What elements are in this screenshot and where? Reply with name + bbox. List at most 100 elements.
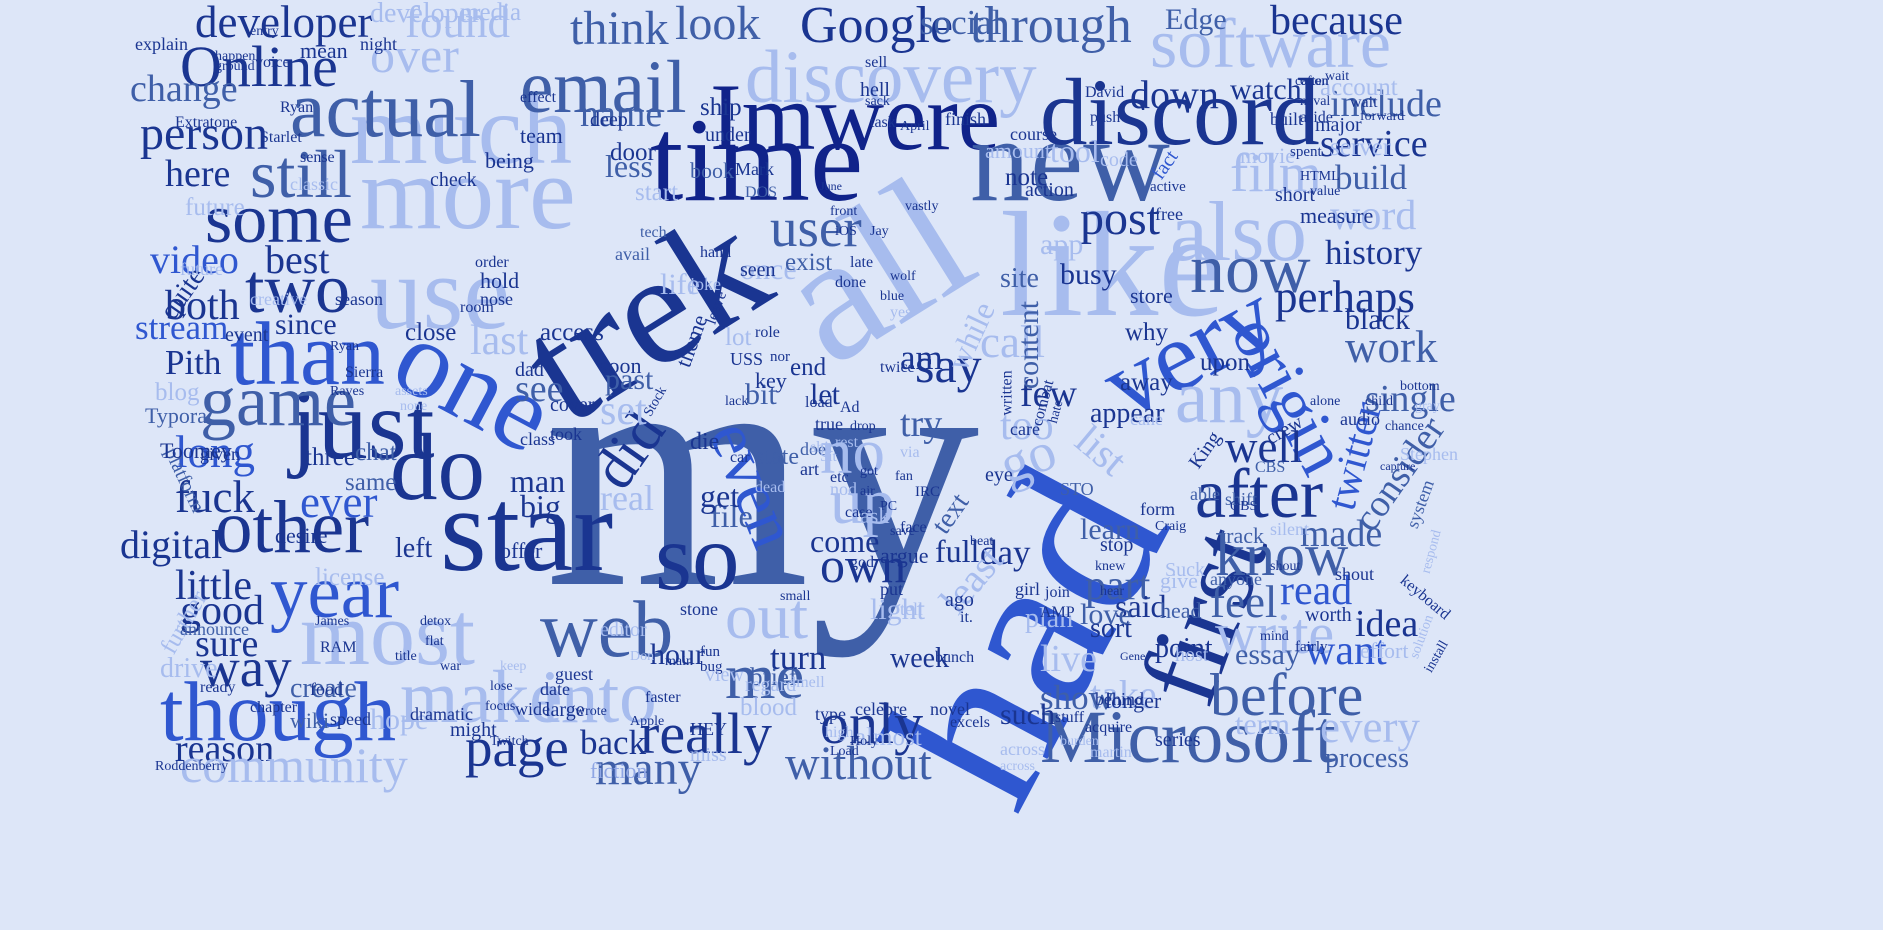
- word-318: focus: [485, 699, 516, 714]
- word-216: night: [360, 34, 398, 54]
- word-46: out: [725, 581, 809, 653]
- word-278: Stephen: [1400, 444, 1458, 464]
- word-347: burden: [1060, 734, 1099, 749]
- word-406: action: [1025, 179, 1074, 201]
- word-39: year: [270, 551, 400, 634]
- word-413: built: [1270, 109, 1304, 129]
- word-200: being: [485, 148, 534, 173]
- word-364: lack: [725, 394, 749, 409]
- word-193: active: [1150, 179, 1186, 195]
- word-107: past: [605, 363, 654, 396]
- word-355: Suck: [1165, 559, 1205, 581]
- word-214: future: [180, 259, 223, 279]
- word-389: silent: [1270, 519, 1309, 539]
- word-12: new: [970, 93, 1170, 226]
- word-7: more: [360, 134, 576, 251]
- word-0: my: [545, 281, 980, 658]
- word-128: three: [305, 444, 355, 471]
- word-372: face: [900, 519, 927, 536]
- word-211: desire: [275, 523, 328, 548]
- word-415: value: [1310, 184, 1341, 199]
- word-13: discord: [1040, 59, 1320, 165]
- word-134: real: [600, 478, 654, 518]
- word-87: single: [1365, 378, 1456, 420]
- word-58: over: [370, 27, 459, 83]
- word-255: order: [475, 254, 509, 271]
- word-276: bottom: [1400, 379, 1440, 394]
- word-320: dramatic: [410, 704, 473, 724]
- word-21: web: [540, 586, 674, 674]
- word-312: guest: [555, 664, 593, 684]
- word-209: took: [550, 424, 583, 444]
- word-57: because: [1270, 0, 1403, 44]
- word-291: god: [850, 554, 874, 571]
- word-213: announce: [180, 619, 249, 639]
- word-170: down: [1130, 72, 1219, 117]
- word-407: tool: [1050, 133, 1100, 169]
- word-14: use: [370, 234, 510, 351]
- word-300: hear: [1100, 584, 1125, 599]
- word-25: into: [540, 656, 657, 739]
- word-15: do: [390, 414, 485, 520]
- word-207: soon: [600, 353, 642, 378]
- word-55: Google: [800, 0, 954, 54]
- word-81: made: [1300, 513, 1383, 555]
- word-241: tech: [640, 224, 667, 241]
- word-215: explain: [135, 34, 188, 54]
- word-385: ask: [860, 503, 890, 528]
- word-345: martin: [1090, 744, 1132, 761]
- word-89: black: [1345, 303, 1410, 336]
- word-348: stuff: [1055, 709, 1085, 726]
- word-203: future: [185, 194, 245, 221]
- word-35: discovery: [745, 36, 1037, 119]
- word-428: Jay: [870, 224, 889, 239]
- word-64: film: [1230, 142, 1322, 203]
- word-243: hand: [700, 244, 732, 261]
- word-80: read: [1280, 568, 1353, 614]
- word-302: AMP: [1040, 604, 1075, 621]
- word-51: before: [1210, 662, 1364, 728]
- word-274: chance: [1385, 419, 1424, 434]
- word-258: key: [755, 368, 787, 393]
- word-427: twice: [880, 359, 915, 376]
- word-339: bunch: [935, 649, 975, 666]
- word-369: case: [845, 504, 873, 521]
- word-164: license: [315, 564, 385, 591]
- word-316: keep: [500, 659, 527, 674]
- word-11: just: [290, 369, 435, 480]
- word-331: smell: [790, 674, 825, 691]
- word-285: hate: [1045, 398, 1067, 426]
- word-350: James: [315, 614, 350, 629]
- word-38: some: [205, 181, 353, 258]
- word-188: away: [1120, 369, 1173, 396]
- word-370: air: [860, 484, 875, 499]
- word-351: detox: [420, 614, 452, 629]
- word-5: star: [440, 463, 614, 596]
- word-191: movie: [1240, 143, 1295, 168]
- word-425: none: [400, 399, 428, 414]
- word-119: Pith: [165, 343, 222, 382]
- word-329: stone: [680, 599, 718, 619]
- word-19: so: [655, 504, 740, 610]
- word-408: code: [1100, 149, 1138, 171]
- word-114: video: [150, 237, 239, 282]
- word-36: other: [215, 486, 370, 569]
- word-277: gray: [1415, 399, 1440, 414]
- word-248: done: [835, 274, 867, 291]
- word-4: like: [1000, 182, 1225, 348]
- word-61: look: [675, 0, 761, 50]
- word-232: deep: [590, 109, 628, 131]
- word-156: show: [1040, 678, 1114, 717]
- word-239: June: [820, 179, 842, 193]
- word-115: best: [265, 237, 330, 282]
- word-100: many: [595, 742, 702, 795]
- word-163: editor: [600, 619, 647, 641]
- word-62: developer: [195, 0, 373, 47]
- word-419: mean: [300, 38, 348, 63]
- word-360: girl: [1015, 579, 1040, 599]
- word-273: child: [1365, 394, 1393, 409]
- word-399: sell: [865, 54, 888, 71]
- word-63: change: [130, 68, 238, 110]
- word-246: joke: [690, 274, 721, 294]
- word-264: cane: [1130, 409, 1163, 429]
